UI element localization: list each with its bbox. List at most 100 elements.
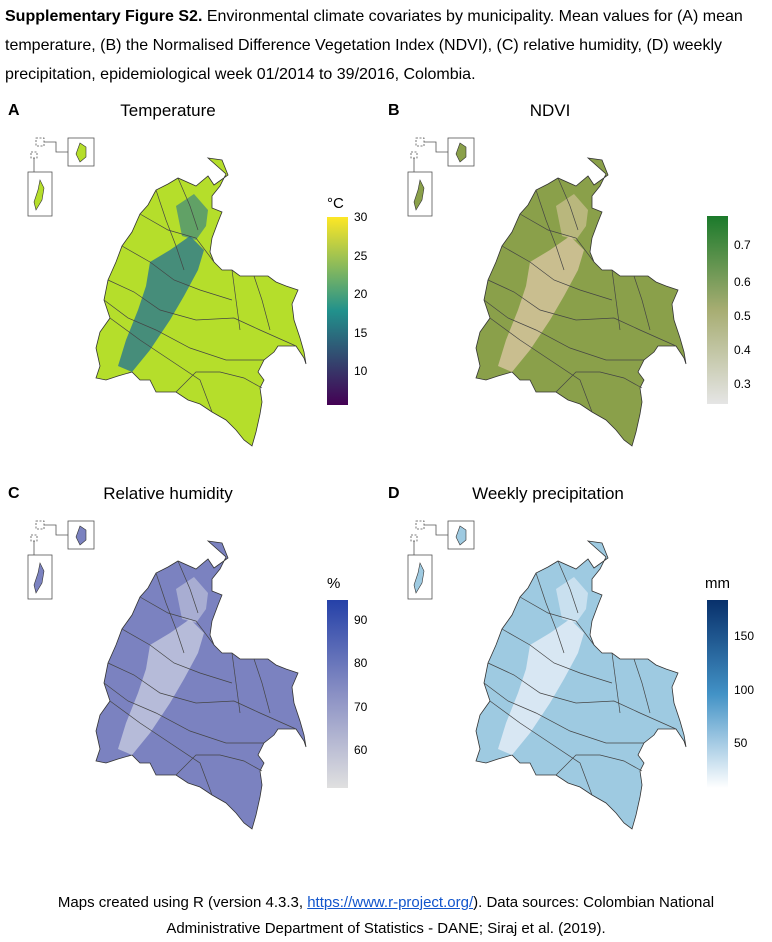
legend-tick: 90 [354, 613, 368, 627]
ndvi-map [407, 137, 728, 447]
legend-tick: 0.5 [734, 309, 751, 323]
country-outline [95, 540, 307, 830]
department-border [557, 560, 579, 614]
footer-line-1: Maps created using R (version 4.3.3, htt… [0, 890, 772, 916]
department-border [231, 652, 241, 714]
legend-tick: 0.7 [734, 238, 751, 252]
highland-region [118, 619, 204, 755]
inset-connector [44, 141, 68, 153]
legend-colorbar [327, 217, 348, 405]
legend-unit: °C [327, 195, 344, 212]
island-shape [455, 525, 467, 546]
legend-tick: 70 [354, 700, 368, 714]
department-border [519, 596, 595, 646]
panel-letter: B [388, 102, 400, 119]
panel-title: Relative humidity [103, 484, 233, 503]
inset-connector [424, 141, 448, 153]
highland-region [556, 194, 588, 240]
legend-tick: 60 [354, 743, 368, 757]
panel-letter: C [8, 485, 20, 502]
legend-tick: 10 [354, 364, 368, 378]
legend-unit: mm [705, 575, 730, 592]
department-border [109, 700, 213, 796]
country-outline [475, 157, 687, 447]
figure-caption: Supplementary Figure S2. Environmental c… [5, 2, 767, 89]
department-border [489, 317, 593, 413]
legend-tick: 30 [354, 210, 368, 224]
inset-marker [410, 534, 418, 542]
department-border [107, 279, 297, 347]
department-border [501, 245, 613, 301]
legend-tick: 80 [354, 656, 368, 670]
island-shape [413, 179, 425, 211]
island-shape [75, 142, 87, 163]
legend-colorbar [707, 216, 728, 404]
humidity-map [27, 520, 348, 830]
legend-colorbar [707, 600, 728, 788]
country-outline [95, 157, 307, 447]
panel-title: Weekly precipitation [472, 484, 624, 503]
legend-tick: 100 [734, 683, 755, 697]
department-border [487, 279, 677, 347]
panel-title: Temperature [120, 101, 216, 120]
department-border [231, 269, 241, 331]
highland-region [556, 577, 588, 623]
highland-region [118, 236, 204, 372]
department-border [175, 371, 263, 393]
legend-tick: 25 [354, 249, 368, 263]
legend-tick: 20 [354, 287, 368, 301]
footer-line-2: Administrative Department of Statistics … [166, 920, 606, 937]
island-shape [75, 525, 87, 546]
department-border [633, 658, 651, 714]
highland-region [498, 619, 584, 755]
island-shape [413, 562, 425, 594]
department-border [253, 275, 271, 331]
department-border [487, 662, 677, 730]
legend-colorbar [327, 600, 348, 788]
inset-box [27, 171, 53, 217]
footer-text: ). Data sources: Colombian National [473, 894, 715, 911]
department-border [139, 596, 215, 646]
department-border [155, 572, 185, 654]
inset-box [407, 554, 433, 600]
panel-letter: D [388, 485, 400, 502]
legend-unit: % [327, 575, 341, 592]
department-border [555, 371, 643, 393]
inset-connector [424, 524, 448, 536]
legend-tick: 150 [734, 629, 755, 643]
department-border [103, 299, 264, 361]
caption-label: Supplementary Figure S2. [5, 8, 203, 25]
department-border [535, 189, 565, 271]
department-border [557, 177, 579, 231]
precipitation-map [407, 520, 728, 830]
inset-box [407, 171, 433, 217]
inset-connector [44, 524, 68, 536]
footer-text: Maps created using R (version 4.3.3, [57, 894, 308, 911]
department-border [483, 682, 644, 744]
department-border [139, 213, 215, 263]
legend-tick: 50 [734, 736, 748, 750]
department-border [611, 269, 621, 331]
country-outline [475, 540, 687, 830]
department-border [633, 275, 651, 331]
highland-region [176, 577, 208, 623]
department-border [253, 658, 271, 714]
highland-region [498, 236, 584, 372]
department-border [177, 560, 199, 614]
department-border [535, 572, 565, 654]
department-border [483, 299, 644, 361]
legend-tick: 0.4 [734, 343, 751, 357]
r-project-link[interactable]: https://www.r-project.org/ [307, 894, 474, 911]
highland-region [176, 194, 208, 240]
department-border [555, 754, 643, 776]
department-border [501, 628, 613, 684]
department-border [121, 628, 233, 684]
department-border [155, 189, 185, 271]
island-shape [455, 142, 467, 163]
department-border [109, 317, 213, 413]
island-shape [33, 562, 45, 594]
department-border [519, 213, 595, 263]
temperature-map [27, 137, 348, 447]
department-border [489, 700, 593, 796]
department-border [611, 652, 621, 714]
